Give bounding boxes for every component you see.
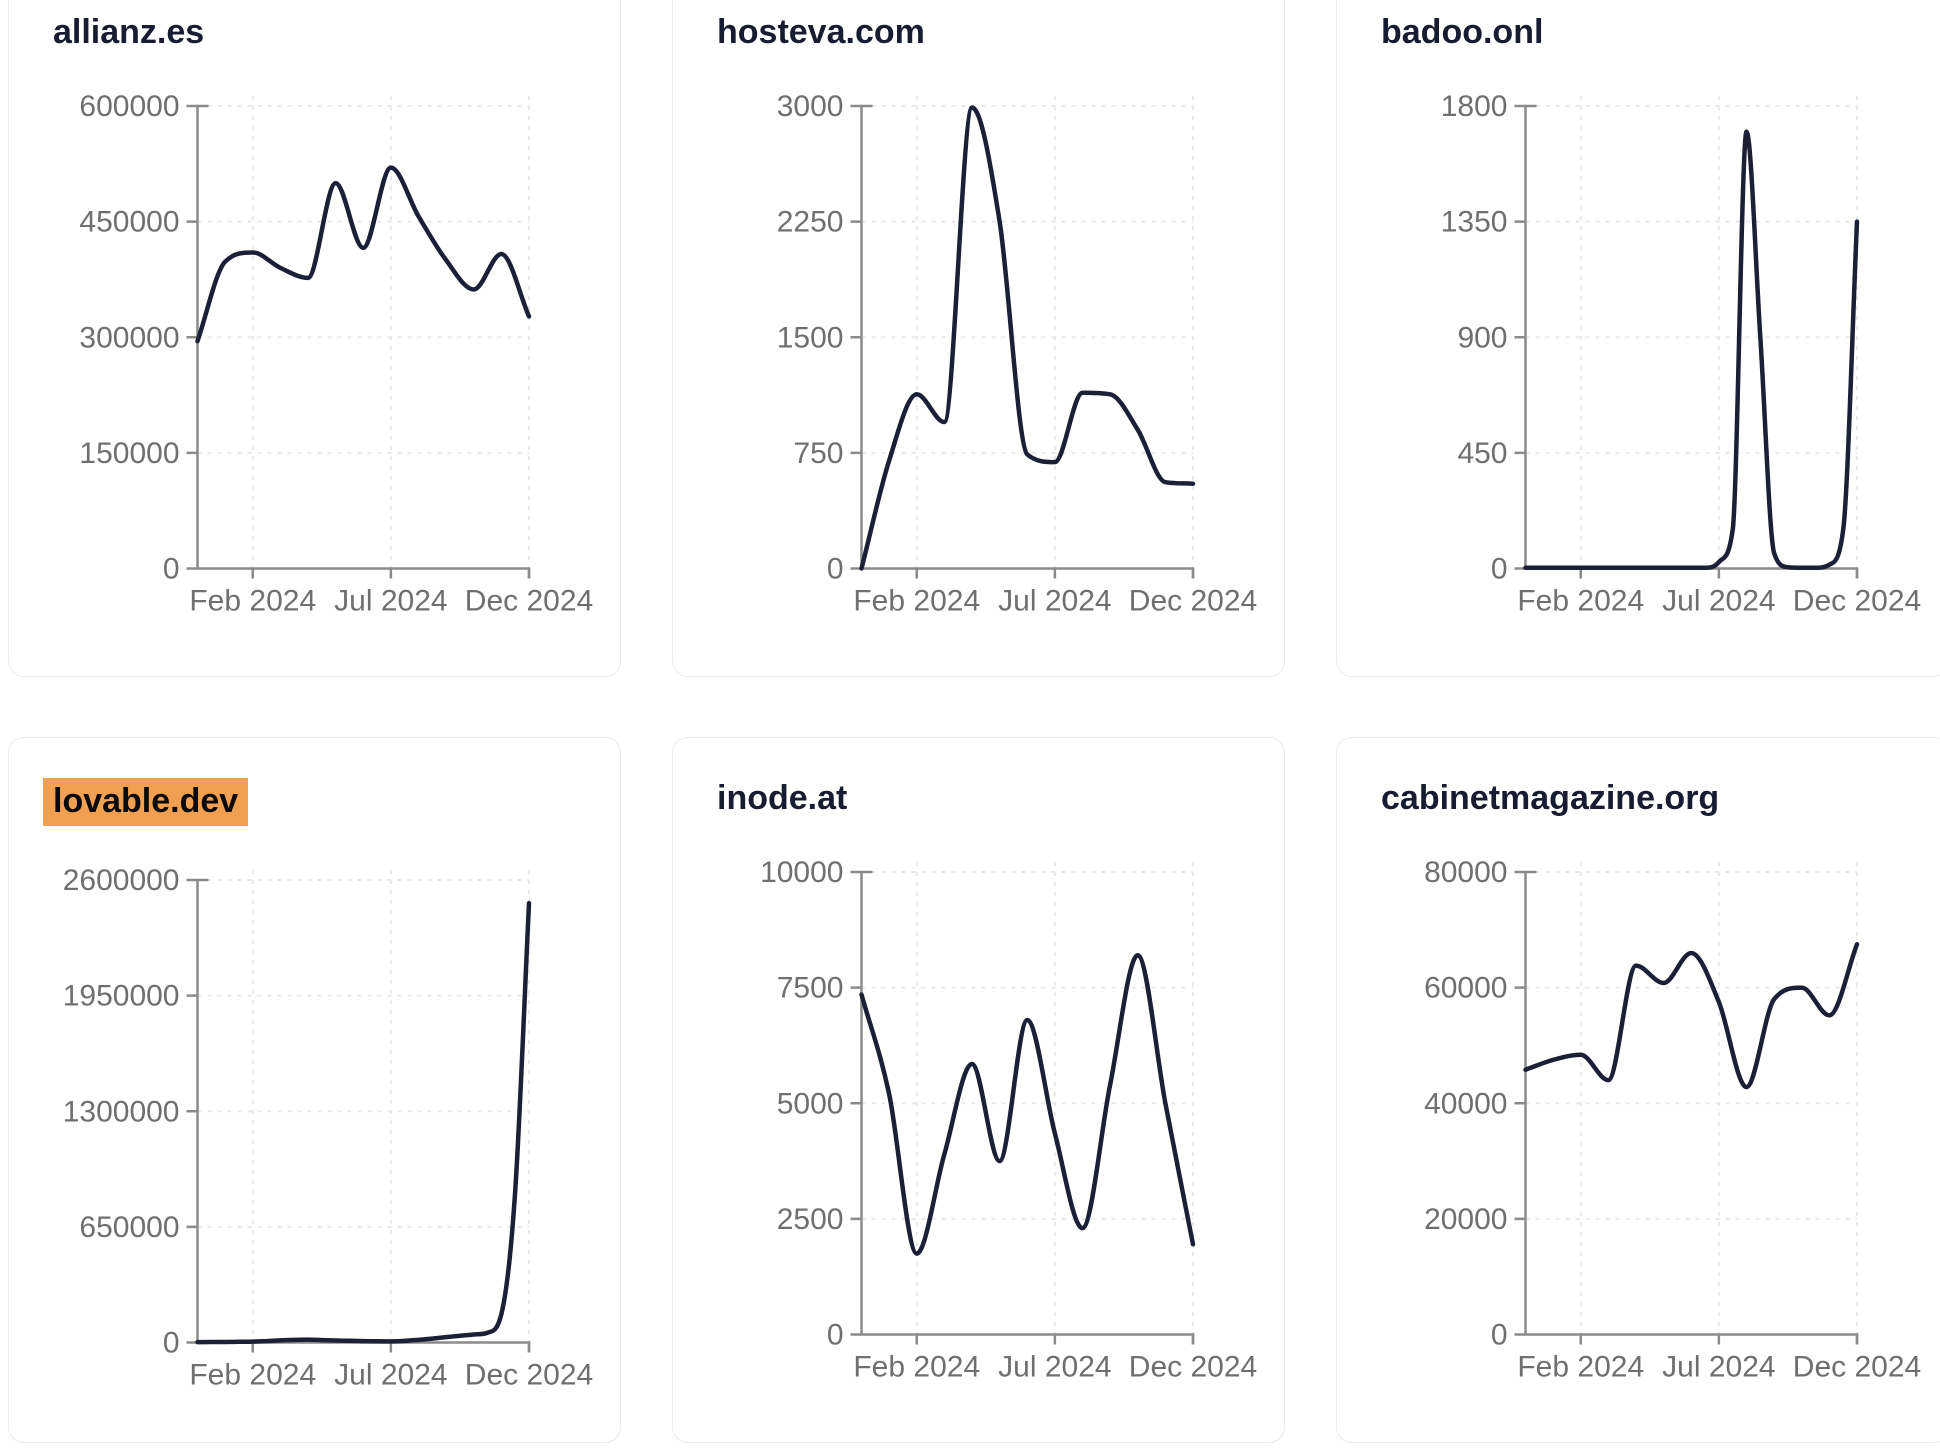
y-tick-label: 5000 (777, 1087, 844, 1120)
x-tick-label: Feb 2024 (853, 1351, 980, 1384)
y-tick-label: 1950000 (63, 980, 180, 1013)
y-tick-label: 900 (1457, 321, 1507, 354)
traffic-series-line (195, 165, 532, 344)
domain-title[interactable]: allianz.es (53, 13, 205, 51)
domain-title[interactable]: lovable.dev (43, 778, 249, 826)
y-tick-label: 40000 (1424, 1087, 1507, 1120)
x-tick-label: Feb 2024 (1517, 585, 1644, 618)
y-tick-label: 0 (1491, 1319, 1508, 1352)
chart-card-badoo: badoo.onl 0 450 900 1350 1800 Feb 2024 Jul 202… (1336, 0, 1940, 677)
y-tick-label: 0 (827, 1319, 844, 1352)
card-header: inode.at (717, 778, 1284, 818)
domain-title[interactable]: cabinetmagazine.org (1381, 779, 1720, 817)
y-tick-label: 2600000 (63, 864, 180, 897)
traffic-series-line (1523, 942, 1860, 1090)
x-tick-label: Dec 2024 (465, 585, 593, 618)
x-tick-label: Dec 2024 (1129, 585, 1257, 618)
chart-card-cabinetmagazine: cabinetmagazine.org 0 20000 40000 60000 8000… (1336, 737, 1940, 1443)
y-tick-label: 450000 (79, 206, 179, 239)
y-tick-label: 3000 (777, 90, 844, 123)
y-tick-label: 10000 (760, 856, 843, 889)
card-header: badoo.onl (1381, 12, 1940, 52)
traffic-series-line (195, 900, 532, 1345)
card-header: allianz.es (53, 12, 620, 52)
traffic-series-line (859, 953, 1196, 1256)
y-tick-label: 600000 (79, 90, 179, 123)
x-tick-label: Jul 2024 (998, 585, 1111, 618)
chart-card-allianz: allianz.es 0 150000 300000 450000 600000 Feb … (8, 0, 621, 677)
x-tick-label: Dec 2024 (465, 1359, 593, 1392)
traffic-line-chart: 0 20000 40000 60000 80000 Feb 2024 Jul 2024 Dec… (1424, 856, 1921, 1384)
y-tick-label: 2250 (777, 206, 844, 239)
y-tick-label: 150000 (79, 437, 179, 470)
x-tick-label: Feb 2024 (853, 585, 980, 618)
chart-card-hosteva: hosteva.com 0 750 1500 2250 3000 Feb 2024 Jul … (672, 0, 1285, 677)
y-tick-label: 1800 (1441, 90, 1508, 123)
y-tick-label: 80000 (1424, 856, 1507, 889)
domain-title[interactable]: inode.at (717, 779, 848, 817)
chart-card-lovable: lovable.dev 0 650000 1300000 1950000 2600000… (8, 737, 621, 1443)
x-tick-label: Dec 2024 (1793, 1351, 1921, 1384)
traffic-line-chart: 0 450 900 1350 1800 Feb 2024 Jul 2024 Dec 2024 (1441, 90, 1921, 618)
x-tick-label: Jul 2024 (1662, 585, 1775, 618)
y-tick-label: 0 (1491, 553, 1508, 586)
traffic-series-line (1523, 129, 1860, 570)
x-tick-label: Feb 2024 (189, 1359, 316, 1392)
y-tick-label: 650000 (79, 1211, 179, 1244)
x-tick-label: Jul 2024 (998, 1351, 1111, 1384)
traffic-line-chart: 0 650000 1300000 1950000 2600000 Feb 2024 Jul … (63, 864, 594, 1392)
traffic-line-chart: 0 150000 300000 450000 600000 Feb 2024 Jul 202… (79, 90, 593, 618)
charts-grid: allianz.es 0 150000 300000 450000 600000 Feb … (8, 0, 1940, 1443)
domain-title[interactable]: badoo.onl (1381, 13, 1544, 51)
y-tick-label: 0 (163, 1327, 180, 1360)
x-tick-label: Dec 2024 (1129, 1351, 1257, 1384)
card-header: hosteva.com (717, 12, 1284, 52)
y-tick-label: 20000 (1424, 1203, 1507, 1236)
card-header: cabinetmagazine.org (1381, 778, 1940, 818)
y-tick-label: 0 (827, 553, 844, 586)
domain-title[interactable]: hosteva.com (717, 13, 925, 51)
card-header: lovable.dev (43, 778, 620, 826)
x-tick-label: Dec 2024 (1793, 585, 1921, 618)
x-tick-label: Feb 2024 (189, 585, 316, 618)
traffic-line-chart: 0 750 1500 2250 3000 Feb 2024 Jul 2024 Dec 2024 (777, 90, 1257, 618)
x-tick-label: Feb 2024 (1517, 1351, 1644, 1384)
y-tick-label: 450 (1457, 437, 1507, 470)
y-tick-label: 7500 (777, 972, 844, 1005)
y-tick-label: 60000 (1424, 972, 1507, 1005)
y-tick-label: 1300000 (63, 1095, 180, 1128)
y-tick-label: 2500 (777, 1203, 844, 1236)
y-tick-label: 0 (163, 553, 180, 586)
y-tick-label: 750 (793, 437, 843, 470)
traffic-series-line (859, 105, 1196, 571)
x-tick-label: Jul 2024 (1662, 1351, 1775, 1384)
x-tick-label: Jul 2024 (334, 585, 447, 618)
x-tick-label: Jul 2024 (334, 1359, 447, 1392)
traffic-line-chart: 0 2500 5000 7500 10000 Feb 2024 Jul 2024 Dec 20… (760, 856, 1257, 1384)
y-tick-label: 1500 (777, 321, 844, 354)
chart-card-inode: inode.at 0 2500 5000 7500 10000 Feb 2024 Jul 2… (672, 737, 1285, 1443)
y-tick-label: 1350 (1441, 206, 1508, 239)
y-tick-label: 300000 (79, 321, 179, 354)
